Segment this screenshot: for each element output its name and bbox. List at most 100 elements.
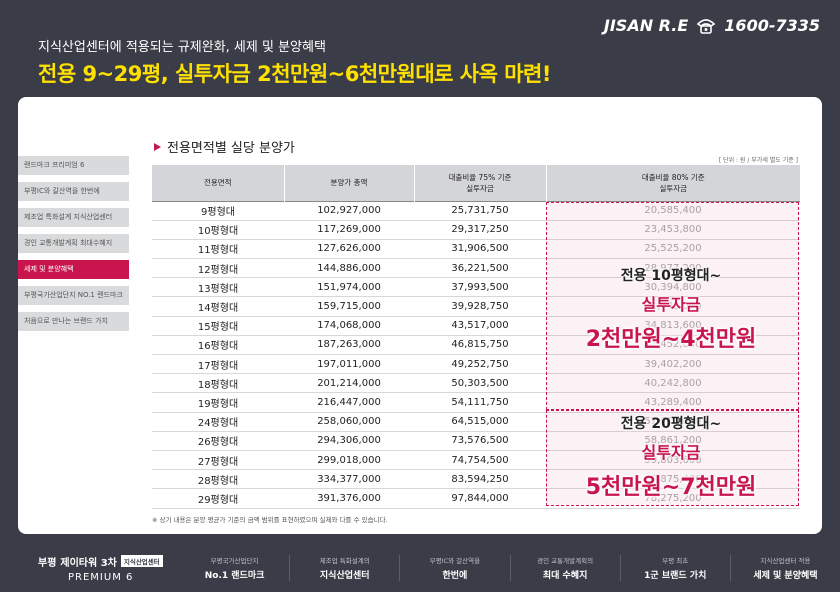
sidebar-item-development[interactable]: 경인 교통개발계획 최대수혜지	[18, 234, 129, 253]
table-row: 12평형대 144,886,000 36,221,500 28,977,200	[152, 258, 800, 279]
cell-invest-80: 78,275,200	[546, 488, 800, 509]
cell-area: 28평형대	[152, 469, 284, 490]
cell-invest-80: 20,585,400	[546, 200, 800, 221]
cell-invest-75: 25,731,750	[414, 200, 546, 221]
cell-area: 26평형대	[152, 431, 284, 451]
header-subtitle: 지식산업센터에 적용되는 규제완화, 세제 및 분양혜택	[38, 40, 326, 55]
col-header-75: 대출비율 75% 기준 실투자금	[413, 165, 546, 201]
cell-total: 174,068,000	[284, 316, 414, 336]
cell-invest-75: 37,993,500	[414, 277, 546, 298]
cell-area: 29평형대	[152, 488, 284, 509]
cell-total: 258,060,000	[284, 412, 414, 432]
cell-total: 127,626,000	[284, 239, 414, 260]
col-header-total: 분양가 총액	[283, 165, 414, 201]
footer-item-top: 부평국가산업단지	[210, 557, 259, 565]
footer-item: 지식산업센터 적용 세제 및 분양혜택	[729, 555, 840, 581]
footer-item-top: 제조업 특화설계의	[319, 557, 370, 565]
brand-name: 제이타워 3차	[60, 557, 117, 569]
table-row: 18평형대 201,214,000 50,303,500 40,242,800	[152, 373, 800, 394]
triangle-bullet-icon	[154, 142, 161, 151]
cell-invest-75: 39,928,750	[414, 296, 546, 317]
phone-icon	[697, 18, 716, 34]
cell-invest-75: 83,594,250	[414, 469, 546, 490]
sidebar-item-brand[interactable]: 처음으로 만나는 브랜드 가치	[18, 312, 129, 331]
cell-area: 15평형대	[152, 316, 284, 336]
footer-item-top: 지식산업센터 적용	[760, 557, 811, 565]
cell-invest-80: 40,242,800	[546, 373, 800, 394]
table-row: 11평형대 127,626,000 31,906,500 25,525,200	[152, 239, 800, 260]
brand-badge: 지식산업센터	[120, 555, 163, 567]
cell-total: 187,263,000	[284, 335, 414, 356]
cell-invest-75: 54,111,750	[414, 392, 546, 413]
sidebar-item-benefits[interactable]: 세제 및 분양혜택	[18, 260, 129, 279]
cell-invest-80: 43,289,400	[546, 392, 800, 413]
table-row: 16평형대 187,263,000 46,815,750 37,452,600	[152, 335, 800, 356]
sidebar-nav: 랜드마크 프리미엄 6 부평IC와 갈산역을 한번에 제조업 특화설계 지식산업…	[18, 156, 129, 338]
cell-area: 10평형대	[152, 220, 284, 240]
footer-item: 부평 최초 1군 브랜드 가치	[619, 555, 730, 581]
sidebar-item-manufacturing[interactable]: 제조업 특화설계 지식산업센터	[18, 208, 129, 227]
cell-invest-80: 31,943,000	[546, 296, 800, 317]
cell-area: 19평형대	[152, 392, 284, 413]
footer-item-bottom: 지식산업센터	[319, 571, 370, 581]
cell-total: 334,377,000	[284, 469, 414, 490]
col-header-80: 대출비율 80% 기준 실투자금	[545, 165, 800, 201]
cell-invest-80: 66,875,400	[546, 469, 800, 490]
cell-total: 201,214,000	[284, 373, 414, 394]
section-title-text: 전용면적별 실당 분양가	[167, 141, 295, 156]
cell-area: 17평형대	[152, 354, 284, 375]
cell-invest-75: 64,515,000	[414, 412, 546, 432]
cell-total: 159,715,000	[284, 296, 414, 317]
table-row: 14평형대 159,715,000 39,928,750 31,943,000	[152, 296, 800, 317]
cell-total: 117,269,000	[284, 220, 414, 240]
footer-item-top: 부평IC와 갈산역을	[429, 557, 481, 565]
footer-item: 부평국가산업단지 No.1 랜드마크	[180, 555, 289, 581]
price-table: 전용면적 분양가 총액 대출비율 75% 기준 실투자금 대출비율 80% 기준…	[152, 165, 800, 509]
sidebar-item-landmark[interactable]: 랜드마크 프리미엄 6	[18, 156, 129, 175]
unit-note: [ 단위 : 원 / 부가세 별도 기준 ]	[718, 157, 798, 164]
cell-area: 12평형대	[152, 258, 284, 279]
cell-invest-75: 49,252,750	[414, 354, 546, 375]
cell-total: 294,306,000	[284, 431, 414, 451]
cell-area: 14평형대	[152, 296, 284, 317]
cell-invest-80: 51,612,000	[546, 412, 800, 432]
cell-area: 18평형대	[152, 373, 284, 394]
header-brand: JISAN R.E 1600-7335	[604, 16, 820, 35]
cell-invest-80: 58,861,200	[546, 431, 800, 451]
table-row: 15평형대 174,068,000 43,517,000 34,813,600	[152, 316, 800, 336]
cell-invest-80: 59,803,600	[546, 450, 800, 471]
footer-item-bottom: No.1 랜드마크	[204, 571, 265, 581]
cell-invest-75: 50,303,500	[414, 373, 546, 394]
footer-item-top: 경인 교통개발계획의	[537, 557, 594, 565]
phone-number: 1600-7335	[724, 16, 820, 35]
table-row: 10평형대 117,269,000 29,317,250 23,453,800	[152, 220, 800, 240]
cell-total: 102,927,000	[284, 200, 414, 221]
table-row: 17평형대 197,011,000 49,252,750 39,402,200	[152, 354, 800, 375]
cell-invest-80: 37,452,600	[546, 335, 800, 356]
cell-invest-75: 74,754,500	[414, 450, 546, 471]
cell-total: 197,011,000	[284, 354, 414, 375]
cell-invest-80: 23,453,800	[546, 220, 800, 240]
table-row: 24평형대 258,060,000 64,515,000 51,612,000	[152, 412, 800, 432]
cell-invest-75: 73,576,500	[414, 431, 546, 451]
footer-item-top: 부평 최초	[662, 557, 689, 565]
table-header-row: 전용면적 분양가 총액 대출비율 75% 기준 실투자금 대출비율 80% 기준…	[152, 165, 800, 201]
footer-item-bottom: 한번에	[442, 571, 468, 581]
table-row: 29평형대 391,376,000 97,844,000 78,275,200	[152, 488, 800, 509]
footer-item-bottom: 최대 수혜지	[542, 571, 588, 581]
brand-name: JISAN R.E	[603, 16, 689, 35]
cell-total: 299,018,000	[284, 450, 414, 471]
cell-total: 391,376,000	[284, 488, 414, 509]
sidebar-item-industrial-complex[interactable]: 부평국가산업단지 NO.1 랜드마크	[18, 286, 129, 305]
section-title: 전용면적별 실당 분양가	[154, 137, 295, 156]
cell-invest-80: 30,394,800	[546, 277, 800, 298]
footer-item-bottom: 1군 브랜드 가치	[644, 571, 707, 581]
cell-total: 144,886,000	[284, 258, 414, 279]
cell-total: 151,974,000	[284, 277, 414, 298]
sidebar-item-transit[interactable]: 부평IC와 갈산역을 한번에	[18, 182, 129, 201]
brand-prefix: 부평	[38, 557, 57, 569]
cell-invest-75: 97,844,000	[414, 488, 546, 509]
